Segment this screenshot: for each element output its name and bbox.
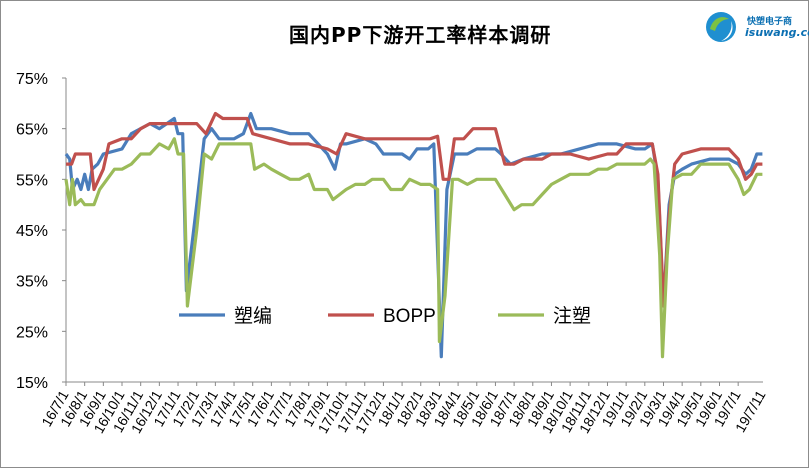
logo-name-text: 快塑电子商 [747, 17, 793, 27]
legend-label-1: 塑编 [234, 305, 272, 327]
legend-label-2: BOPP [383, 306, 436, 327]
y-tick-label: 55% [16, 172, 48, 189]
y-tick-label: 45% [16, 223, 48, 240]
isuwang-logo-mark [706, 12, 736, 42]
y-tick-label: 35% [16, 274, 48, 291]
y-tick-label: 25% [16, 324, 48, 341]
series-line-3 [64, 137, 763, 359]
y-tick-label: 15% [16, 375, 48, 392]
legend-label-3: 注塑 [553, 305, 591, 327]
logo-url-text: isuwang.co [745, 26, 809, 39]
isuwang-logo: 快塑电子商 isuwang.co [701, 7, 809, 47]
y-tick-label: 65% [16, 122, 48, 139]
y-tick-label: 75% [16, 71, 48, 88]
chart-title: 国内PP下游开工率样本调研 [289, 23, 552, 47]
